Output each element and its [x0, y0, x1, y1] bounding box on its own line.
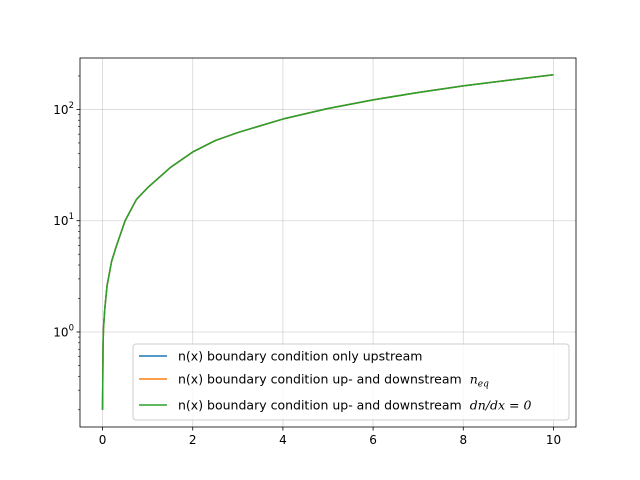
- legend-label-series-1: n(x) boundary condition only upstream: [178, 349, 422, 364]
- y-tick-label-base: 10: [53, 214, 68, 228]
- y-tick-label: 102: [53, 101, 74, 117]
- x-tick-label: 6: [369, 433, 377, 447]
- y-tick-label: 101: [53, 212, 74, 228]
- legend-label-series-3-math: dn/dx = 0: [470, 398, 532, 413]
- legend-label-series-1-text: n(x) boundary condition only upstream: [178, 349, 422, 364]
- y-tick-label-base: 10: [53, 103, 68, 117]
- legend-label-series-3: n(x) boundary condition up- and downstre…: [178, 398, 531, 413]
- y-tick-label-base: 10: [53, 325, 68, 339]
- legend: n(x) boundary condition only upstream n(…: [132, 343, 570, 421]
- legend-label-series-2: n(x) boundary condition up- and downstre…: [178, 372, 489, 390]
- legend-label-series-2-math-sub: eq: [478, 380, 489, 390]
- y-tick-label-exponent: 2: [69, 101, 74, 111]
- y-tick-label-exponent: 1: [69, 212, 74, 222]
- x-tick-label: 4: [279, 433, 287, 447]
- x-axis: 0 2 4 6 8 10: [99, 427, 561, 447]
- x-tick-label: 0: [99, 433, 107, 447]
- x-tick-label: 10: [546, 433, 561, 447]
- y-tick-label: 100: [53, 323, 74, 339]
- x-tick-label: 8: [459, 433, 467, 447]
- series-layer: [101, 74, 554, 410]
- x-tick-label: 2: [189, 433, 197, 447]
- legend-label-series-2-math: n: [470, 372, 478, 387]
- y-tick-label-exponent: 0: [69, 323, 74, 333]
- legend-label-series-2-text: n(x) boundary condition up- and downstre…: [178, 372, 462, 387]
- legend-label-series-3-text: n(x) boundary condition up- and downstre…: [178, 398, 462, 413]
- series-line-3: [101, 74, 554, 410]
- legend-box: [132, 343, 570, 421]
- plot-frame: [79, 57, 577, 428]
